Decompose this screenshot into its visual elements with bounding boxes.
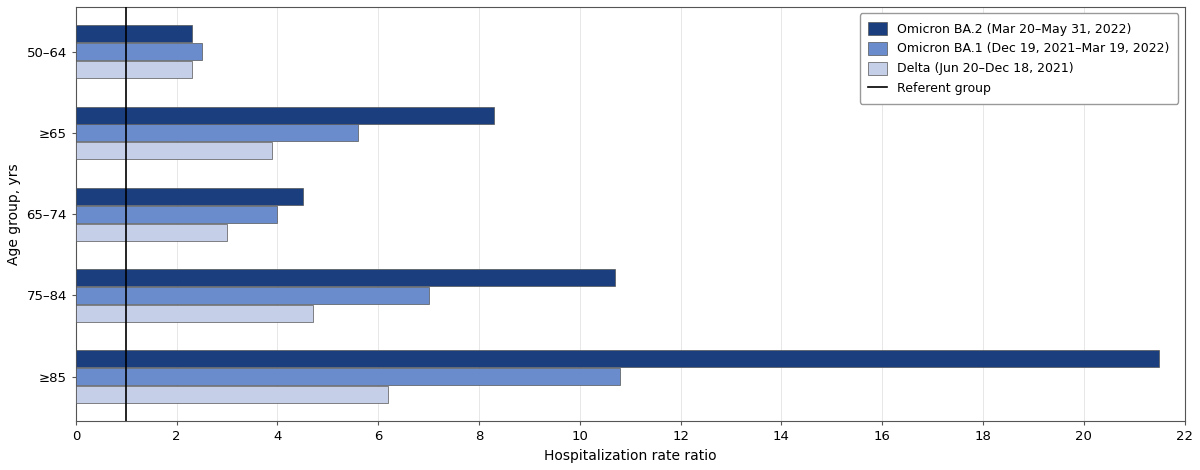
Bar bbox=[76, 224, 227, 241]
Bar bbox=[76, 188, 302, 205]
X-axis label: Hospitalization rate ratio: Hospitalization rate ratio bbox=[544, 449, 716, 463]
Bar bbox=[76, 206, 277, 223]
Bar bbox=[76, 368, 620, 385]
Bar bbox=[76, 305, 313, 322]
Bar bbox=[76, 142, 272, 159]
Bar bbox=[76, 125, 358, 141]
Y-axis label: Age group, yrs: Age group, yrs bbox=[7, 164, 20, 265]
Bar bbox=[76, 287, 428, 304]
Bar bbox=[76, 43, 202, 60]
Legend: Omicron BA.2 (Mar 20–May 31, 2022), Omicron BA.1 (Dec 19, 2021–Mar 19, 2022), De: Omicron BA.2 (Mar 20–May 31, 2022), Omic… bbox=[859, 13, 1178, 104]
Bar bbox=[76, 61, 192, 78]
Bar bbox=[76, 107, 494, 124]
Bar bbox=[76, 351, 1159, 368]
Bar bbox=[76, 386, 389, 403]
Bar bbox=[76, 269, 616, 286]
Bar bbox=[76, 25, 192, 42]
